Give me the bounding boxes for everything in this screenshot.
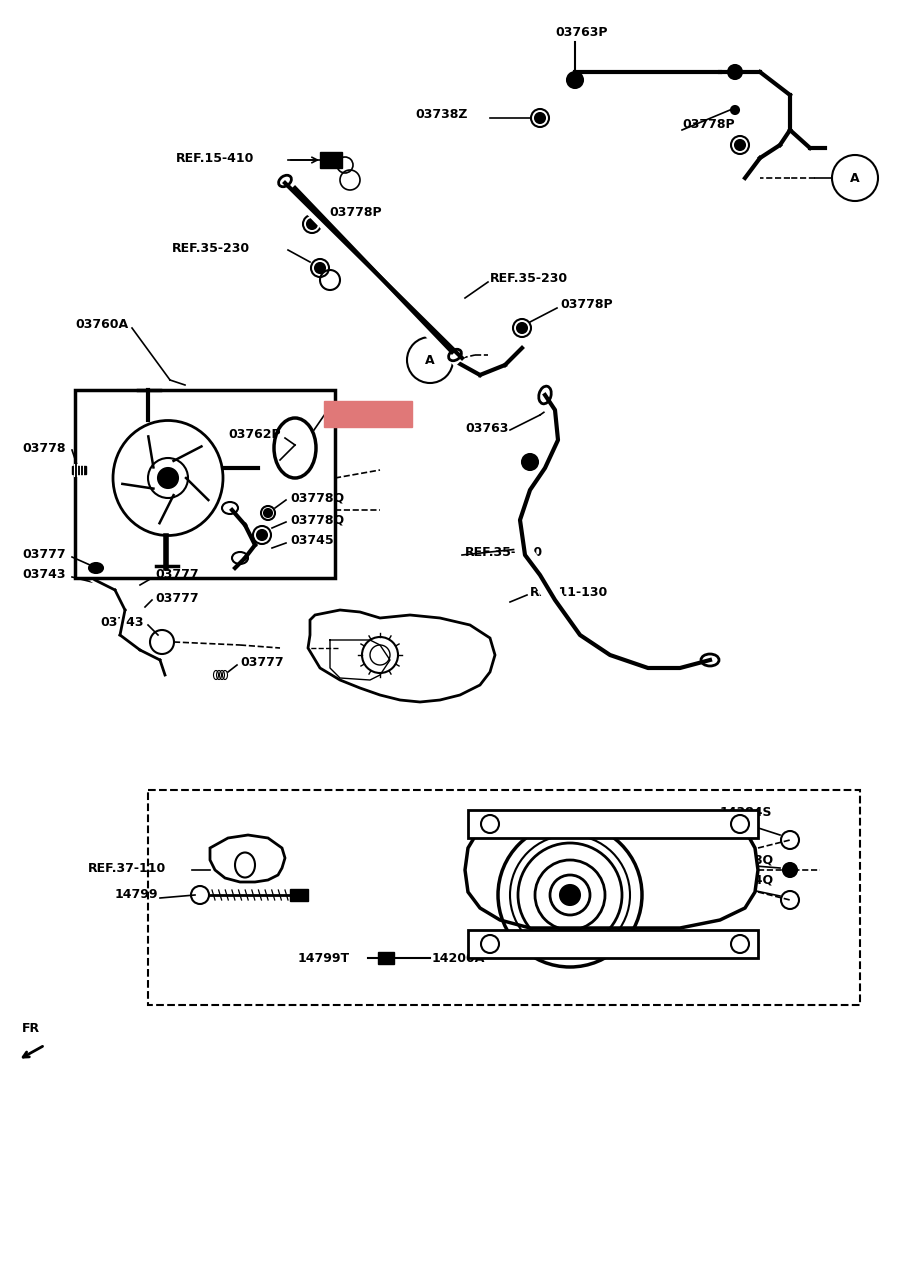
Text: 14384S: 14384S xyxy=(720,806,773,819)
Bar xyxy=(75,389,335,578)
Text: 03778Q: 03778Q xyxy=(290,513,345,526)
Text: 03763: 03763 xyxy=(465,421,508,434)
Text: REF.35-230: REF.35-230 xyxy=(490,272,568,285)
Text: 03760A: 03760A xyxy=(75,318,128,332)
Text: REF.15-410: REF.15-410 xyxy=(176,152,255,165)
Text: MITSUBISHI - 2020A008   N - 03762: MITSUBISHI - 2020A008 N - 03762 xyxy=(123,1212,786,1245)
Text: REF.35-230: REF.35-230 xyxy=(465,545,543,558)
Bar xyxy=(378,951,394,964)
Text: 03778P: 03778P xyxy=(560,299,613,312)
Text: REF.35-230: REF.35-230 xyxy=(172,241,250,254)
Text: 03777: 03777 xyxy=(240,655,284,668)
Text: 14799: 14799 xyxy=(115,889,158,902)
Text: 03778: 03778 xyxy=(22,442,65,455)
Circle shape xyxy=(567,72,583,88)
Bar xyxy=(468,930,758,958)
Circle shape xyxy=(517,323,527,333)
Text: 14384Q: 14384Q xyxy=(720,873,774,886)
Text: 03743: 03743 xyxy=(22,568,65,581)
Text: 03778P: 03778P xyxy=(329,206,382,218)
FancyBboxPatch shape xyxy=(324,401,412,427)
Text: 03778Q: 03778Q xyxy=(290,492,345,504)
Bar xyxy=(468,810,758,838)
Circle shape xyxy=(735,140,745,149)
Text: 14799T: 14799T xyxy=(298,951,350,964)
Bar xyxy=(72,466,86,474)
Circle shape xyxy=(264,510,272,517)
Circle shape xyxy=(731,106,739,114)
Circle shape xyxy=(522,455,538,470)
Text: 03762: 03762 xyxy=(346,407,390,420)
Text: 03763P: 03763P xyxy=(555,26,607,38)
Text: REF.37-110: REF.37-110 xyxy=(88,862,166,875)
Bar xyxy=(290,889,308,902)
Text: 14200A: 14200A xyxy=(432,951,485,964)
Text: 14788Q: 14788Q xyxy=(720,853,774,867)
Bar xyxy=(320,152,342,169)
Circle shape xyxy=(315,263,325,273)
Polygon shape xyxy=(465,812,758,928)
Text: 03777: 03777 xyxy=(155,591,199,604)
Circle shape xyxy=(728,65,742,79)
Text: 03777: 03777 xyxy=(22,549,65,562)
Text: 03778P: 03778P xyxy=(682,119,734,132)
Text: A: A xyxy=(850,171,860,184)
Circle shape xyxy=(783,863,797,877)
Text: FR: FR xyxy=(22,1022,40,1034)
Circle shape xyxy=(307,218,317,229)
Text: 03762P: 03762P xyxy=(228,429,281,442)
Text: A: A xyxy=(425,354,435,366)
Ellipse shape xyxy=(89,563,103,573)
Text: 03743: 03743 xyxy=(100,616,144,628)
Circle shape xyxy=(560,885,580,905)
Text: F00195: F00195 xyxy=(660,945,712,959)
Circle shape xyxy=(535,112,545,123)
Text: 03777: 03777 xyxy=(155,568,199,581)
Text: 03738Z: 03738Z xyxy=(415,109,467,121)
Circle shape xyxy=(257,530,267,540)
Bar xyxy=(148,790,860,1005)
Text: REF.11-130: REF.11-130 xyxy=(530,585,608,599)
Polygon shape xyxy=(210,835,285,882)
Circle shape xyxy=(158,467,178,488)
Polygon shape xyxy=(308,610,495,702)
Text: 03745: 03745 xyxy=(290,534,334,547)
